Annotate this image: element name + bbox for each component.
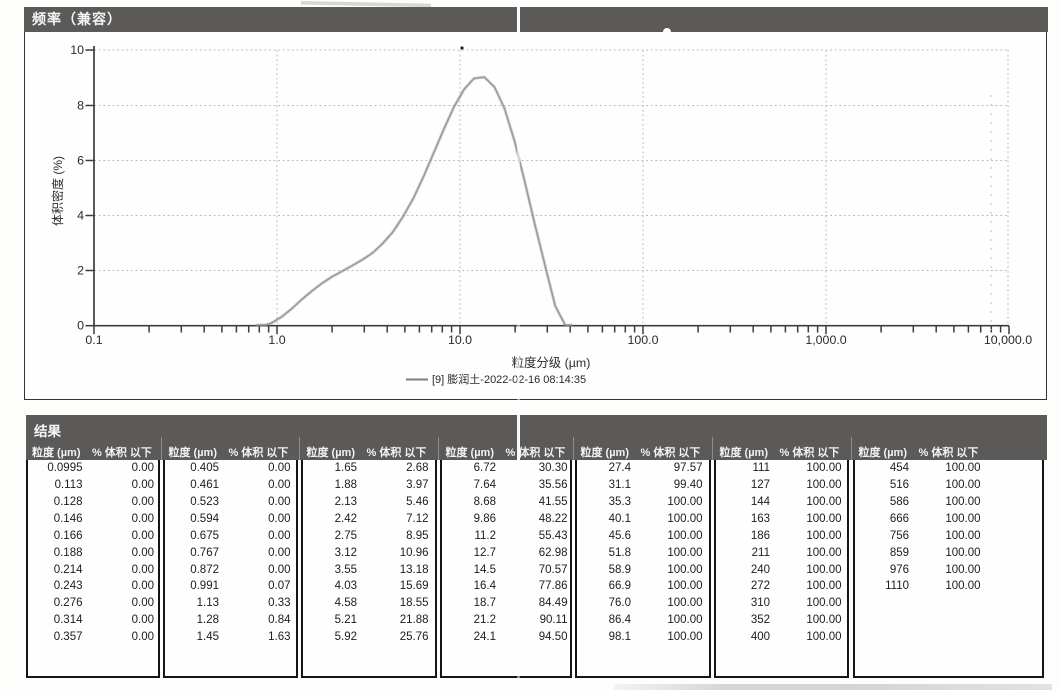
svg-text:1,000.0: 1,000.0 [805,333,846,347]
svg-text:6: 6 [77,154,84,168]
svg-text:8: 8 [77,99,84,113]
svg-text:10.0: 10.0 [448,333,472,347]
svg-text:1.0: 1.0 [268,333,285,347]
svg-text:粒度分级 (µm): 粒度分级 (µm) [512,355,591,370]
svg-text:2: 2 [77,264,84,278]
svg-text:0.1: 0.1 [85,333,102,347]
svg-text:100.0: 100.0 [627,333,658,347]
svg-text:0: 0 [77,319,84,333]
svg-text:[9] 膨润土-2022-02-16 08:14:35: [9] 膨润土-2022-02-16 08:14:35 [432,372,586,386]
svg-text:10,000.0: 10,000.0 [984,333,1032,347]
svg-text:4: 4 [77,209,84,223]
svg-text:体积密度 (%): 体积密度 (%) [50,156,65,226]
svg-text:10: 10 [70,43,84,57]
